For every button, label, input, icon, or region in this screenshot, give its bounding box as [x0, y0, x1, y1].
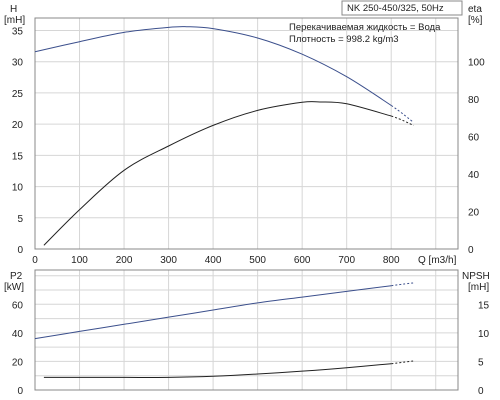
liquid-info: Перекачиваемая жидкость = Вода — [289, 22, 441, 33]
flow-tick-label: 700 — [338, 255, 355, 266]
p2-tick-label: 0 — [17, 386, 23, 397]
npsh-tick-label: 5 — [478, 357, 484, 368]
head-tick-label: 30 — [12, 58, 24, 69]
flow-tick-label: 0 — [32, 255, 38, 266]
flow-tick-label: 200 — [116, 255, 133, 266]
head-tick-label: 10 — [12, 183, 24, 194]
p2-axis-label: P2 — [10, 271, 23, 282]
p2-axis-unit: [kW] — [4, 282, 24, 293]
npsh-tick-label: 15 — [478, 300, 490, 311]
npsh-tick-label: 10 — [478, 329, 490, 340]
p2-tick-label: 20 — [12, 357, 24, 368]
p2-tick-label: 60 — [12, 300, 24, 311]
model-title-box — [341, 0, 463, 16]
eta-tick-label: 0 — [468, 245, 474, 256]
top-chart-frame — [34, 17, 459, 250]
power-curve — [34, 285, 392, 340]
head-tick-label: 15 — [12, 151, 24, 162]
eta-tick-label: 20 — [468, 208, 480, 219]
flow-tick-label: 800 — [383, 255, 400, 266]
eta-tick-label: 60 — [468, 133, 480, 144]
head-tick-label: 0 — [17, 245, 23, 256]
flow-axis-label: Q [m3/h] — [418, 255, 457, 266]
top-chart-grid — [35, 18, 458, 249]
flow-tick-label: 300 — [160, 255, 177, 266]
npsh-curve-extension — [391, 360, 414, 365]
head-tick-label: 35 — [12, 26, 24, 37]
eta-axis-unit: [%] — [468, 15, 483, 26]
head-tick-label: 20 — [12, 120, 24, 131]
head-axis-label: H — [10, 4, 17, 15]
head-curve — [34, 26, 392, 106]
flow-tick-label: 500 — [249, 255, 266, 266]
head-axis-unit: [mH] — [4, 15, 25, 26]
head-curve-extension — [390, 104, 414, 123]
flow-tick-label: 600 — [294, 255, 311, 266]
npsh-axis-label: NPSH — [462, 271, 490, 282]
tick-labels: 0 100 200 300 400 500 600 700 800051015202530350… — [12, 26, 490, 397]
bottom-chart-grid — [35, 270, 458, 390]
head-tick-label: 25 — [12, 89, 24, 100]
model-title: NK 250-450/325, 50Hz — [347, 3, 444, 14]
eta-tick-label: 100 — [468, 58, 485, 69]
efficiency-curve — [43, 101, 392, 246]
density-info: Плотность = 998.2 kg/m3 — [289, 34, 399, 45]
performance-curves — [34, 26, 414, 378]
eta-tick-label: 80 — [468, 95, 480, 106]
bottom-chart-frame — [34, 269, 459, 391]
flow-tick-label: 400 — [205, 255, 222, 266]
flow-tick-label: 100 — [71, 255, 88, 266]
power-curve-extension — [391, 282, 414, 287]
npsh-tick-label: 0 — [478, 386, 484, 397]
head-tick-label: 5 — [17, 214, 23, 225]
npsh-curve — [43, 363, 392, 378]
eta-axis-label: eta — [468, 4, 482, 15]
npsh-axis-unit: [mH] — [468, 282, 489, 293]
p2-tick-label: 40 — [12, 329, 24, 340]
eta-tick-label: 40 — [468, 170, 480, 181]
